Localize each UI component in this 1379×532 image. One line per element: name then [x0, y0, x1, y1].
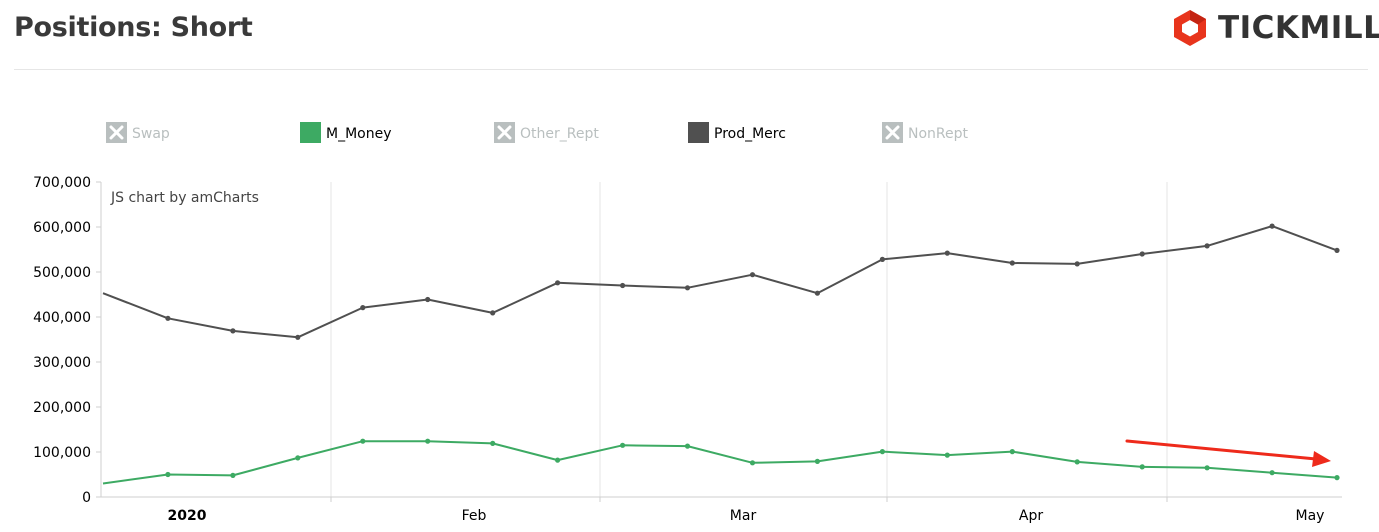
x-tick-label: 2020 — [168, 508, 207, 524]
data-point[interactable] — [555, 280, 561, 286]
legend-item-swap[interactable]: Swap — [106, 122, 170, 143]
x-tick-label: Feb — [462, 508, 487, 524]
legend-item-m-money[interactable]: M_Money — [300, 122, 392, 143]
legend-swatch — [300, 122, 321, 143]
y-tick-label: 200,000 — [33, 400, 91, 416]
legend-item-other-rept[interactable]: Other_Rept — [494, 122, 599, 143]
x-tick-label: Mar — [730, 508, 757, 524]
chart-credit: JS chart by amCharts — [110, 190, 259, 206]
data-point[interactable] — [230, 472, 236, 478]
data-point[interactable] — [620, 442, 626, 448]
data-point[interactable] — [814, 290, 821, 296]
data-point[interactable] — [944, 250, 950, 256]
legend-disabled-x-icon — [106, 122, 127, 143]
data-point[interactable] — [684, 285, 691, 291]
data-point[interactable] — [165, 315, 171, 321]
line-chart: Swap M_Money Other_Rept Prod_Merc NonRept 0 1… — [33, 122, 1342, 524]
data-point[interactable] — [555, 457, 561, 463]
data-point[interactable] — [1009, 260, 1015, 266]
data-point[interactable] — [1074, 459, 1080, 465]
data-point[interactable] — [425, 296, 431, 303]
data-point[interactable] — [879, 449, 886, 455]
data-point[interactable] — [1269, 470, 1275, 476]
page-title: Positions: Short — [14, 12, 253, 43]
data-point[interactable] — [360, 438, 366, 444]
data-point[interactable] — [944, 452, 950, 458]
data-point[interactable] — [425, 438, 431, 444]
data-point[interactable] — [165, 471, 171, 478]
axes: 0 100,000 200,000 300,000 400,000 500,000 600,… — [33, 175, 1342, 524]
legend: Swap M_Money Other_Rept Prod_Merc NonRept — [106, 122, 969, 143]
y-tick-label: 100,000 — [33, 445, 91, 461]
legend-item-prod-merc[interactable]: Prod_Merc — [688, 122, 786, 143]
legend-item-nonrept[interactable]: NonRept — [882, 122, 969, 143]
data-point[interactable] — [1269, 223, 1275, 229]
data-point[interactable] — [490, 310, 496, 316]
data-point[interactable] — [1334, 475, 1340, 481]
chart-area: Swap M_Money Other_Rept Prod_Merc NonRept 0 1… — [0, 70, 1379, 532]
y-tick-label: 500,000 — [33, 265, 91, 281]
data-point[interactable] — [1009, 449, 1015, 455]
header: Positions: Short TICKMILL — [0, 0, 1379, 70]
data-point[interactable] — [1204, 243, 1210, 249]
y-tick-label: 600,000 — [33, 220, 91, 236]
series-m-money — [102, 438, 1340, 485]
trend-arrow-icon — [1125, 439, 1331, 467]
data-point[interactable] — [230, 328, 236, 334]
x-tick-label: Apr — [1019, 508, 1043, 524]
y-tick-label: 400,000 — [33, 310, 91, 326]
data-point[interactable] — [879, 256, 886, 262]
annotations — [1125, 439, 1331, 467]
tickmill-logo-icon — [1174, 10, 1206, 46]
legend-swatch — [688, 122, 709, 143]
legend-label: NonRept — [908, 126, 969, 142]
legend-label: Swap — [132, 126, 170, 142]
data-point[interactable] — [684, 443, 691, 449]
brand: TICKMILL — [1170, 6, 1379, 50]
data-point[interactable] — [1204, 465, 1210, 471]
data-point[interactable] — [1334, 247, 1340, 253]
legend-label: Prod_Merc — [714, 126, 786, 142]
x-tick-label: May — [1296, 508, 1325, 524]
data-point[interactable] — [295, 334, 301, 340]
data-point[interactable] — [490, 440, 496, 446]
series-line — [102, 440, 1338, 485]
data-point[interactable] — [1074, 261, 1080, 267]
legend-label: Other_Rept — [520, 126, 599, 142]
data-point[interactable] — [749, 460, 756, 466]
y-tick-label: 700,000 — [33, 175, 91, 191]
data-point[interactable] — [814, 458, 821, 464]
data-point[interactable] — [1139, 464, 1145, 470]
data-point[interactable] — [749, 272, 756, 278]
data-point[interactable] — [360, 305, 366, 311]
series-line — [102, 225, 1338, 339]
series-prod-merc — [102, 223, 1340, 340]
legend-label: M_Money — [326, 126, 392, 142]
data-point[interactable] — [620, 282, 626, 289]
grid — [330, 182, 1168, 497]
legend-disabled-x-icon — [882, 122, 903, 143]
legend-disabled-x-icon — [494, 122, 515, 143]
series — [102, 223, 1340, 485]
header-divider — [14, 69, 1368, 70]
brand-name: TICKMILL — [1218, 10, 1379, 46]
y-tick-label: 300,000 — [33, 355, 91, 371]
y-tick-label: 0 — [82, 490, 91, 506]
data-point[interactable] — [295, 455, 301, 461]
data-point[interactable] — [1139, 251, 1145, 257]
